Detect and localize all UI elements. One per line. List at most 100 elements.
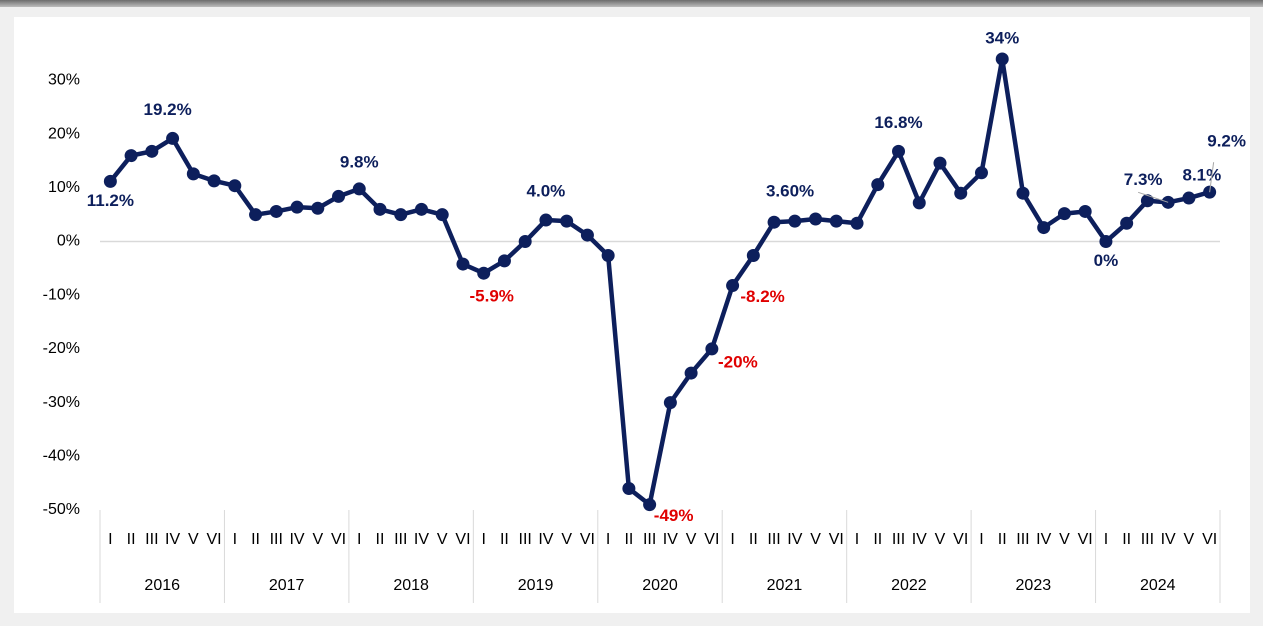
y-tick-label: 10%: [48, 179, 80, 196]
data-label: 3.60%: [766, 182, 814, 201]
x-group-label: 2017: [269, 577, 305, 594]
y-tick-label: -30%: [43, 394, 80, 411]
data-point: [1016, 186, 1030, 200]
x-tick-label: I: [233, 531, 237, 548]
data-point: [145, 144, 159, 158]
x-tick-label: II: [998, 531, 1007, 548]
data-point: [829, 214, 843, 228]
data-point: [1182, 191, 1196, 205]
data-point: [394, 208, 408, 222]
data-label: -5.9%: [469, 287, 513, 306]
data-point: [269, 204, 283, 218]
x-tick-label: V: [810, 531, 821, 548]
x-tick-label: III: [1016, 531, 1029, 548]
data-point: [850, 216, 864, 230]
data-point: [912, 196, 926, 210]
x-tick-label: III: [145, 531, 158, 548]
data-label: 9.2%: [1207, 132, 1246, 151]
x-tick-label: IV: [1161, 531, 1176, 548]
data-point: [1037, 221, 1051, 235]
data-point: [726, 279, 740, 293]
x-tick-label: II: [749, 531, 758, 548]
data-point: [892, 144, 906, 158]
data-point: [1120, 216, 1134, 230]
data-point: [373, 202, 387, 216]
x-tick-label: II: [624, 531, 633, 548]
data-label: 4.0%: [527, 182, 566, 201]
x-tick-label: III: [1141, 531, 1154, 548]
x-tick-label: V: [437, 531, 448, 548]
x-tick-label: II: [1122, 531, 1131, 548]
x-tick-label: VI: [953, 531, 968, 548]
x-tick-label: VI: [455, 531, 470, 548]
y-tick-label: 30%: [48, 72, 80, 89]
data-point: [186, 167, 200, 181]
y-tick-label: 20%: [48, 125, 80, 142]
x-tick-label: I: [606, 531, 610, 548]
y-tick-label: -20%: [43, 340, 80, 357]
x-group-label: 2018: [393, 577, 429, 594]
x-tick-label: IV: [663, 531, 678, 548]
data-point: [290, 200, 304, 214]
data-label: 9.8%: [340, 152, 379, 171]
data-point: [601, 248, 615, 262]
chart-panel: [14, 17, 1250, 613]
x-tick-label: V: [1184, 531, 1195, 548]
data-label: 7.3%: [1124, 170, 1163, 189]
x-tick-label: IV: [165, 531, 180, 548]
data-point: [1057, 207, 1071, 221]
y-tick-label: 0%: [57, 233, 80, 250]
x-tick-label: II: [873, 531, 882, 548]
x-tick-label: IV: [289, 531, 304, 548]
window-bar: [0, 0, 1263, 7]
data-point: [622, 482, 636, 496]
x-tick-label: III: [892, 531, 905, 548]
data-point: [954, 186, 968, 200]
x-tick-label: V: [935, 531, 946, 548]
leader-line: [1209, 162, 1215, 193]
data-point: [456, 257, 470, 271]
data-point: [1140, 194, 1154, 208]
data-point: [311, 201, 325, 215]
x-tick-label: V: [561, 531, 572, 548]
x-tick-label: II: [127, 531, 136, 548]
data-point: [124, 149, 138, 163]
x-tick-label: IV: [912, 531, 927, 548]
data-label: -49%: [654, 506, 694, 525]
data-point: [643, 498, 657, 512]
y-tick-label: -40%: [43, 448, 80, 465]
x-tick-label: I: [108, 531, 112, 548]
data-point: [974, 166, 988, 180]
x-tick-label: VI: [580, 531, 595, 548]
data-point: [352, 182, 366, 196]
x-tick-label: II: [376, 531, 385, 548]
data-point: [560, 214, 574, 228]
x-group-label: 2020: [642, 577, 678, 594]
x-group-label: 2023: [1016, 577, 1052, 594]
data-point: [103, 174, 117, 188]
x-tick-label: VI: [331, 531, 346, 548]
x-tick-label: V: [686, 531, 697, 548]
data-point: [684, 366, 698, 380]
data-point: [435, 208, 449, 222]
x-tick-label: IV: [414, 531, 429, 548]
data-point: [933, 156, 947, 170]
data-point: [228, 179, 242, 193]
data-point: [705, 342, 719, 356]
x-tick-label: I: [481, 531, 485, 548]
x-group-label: 2021: [767, 577, 803, 594]
x-tick-label: VI: [704, 531, 719, 548]
x-tick-label: VI: [1078, 531, 1093, 548]
y-tick-label: -50%: [43, 501, 80, 518]
x-group-label: 2019: [518, 577, 554, 594]
data-point: [871, 178, 885, 192]
x-tick-label: VI: [207, 531, 222, 548]
data-point: [995, 52, 1009, 66]
x-group-label: 2016: [144, 577, 180, 594]
x-tick-label: II: [500, 531, 509, 548]
data-label: 0%: [1094, 251, 1119, 270]
x-tick-label: V: [1059, 531, 1070, 548]
x-tick-label: III: [394, 531, 407, 548]
